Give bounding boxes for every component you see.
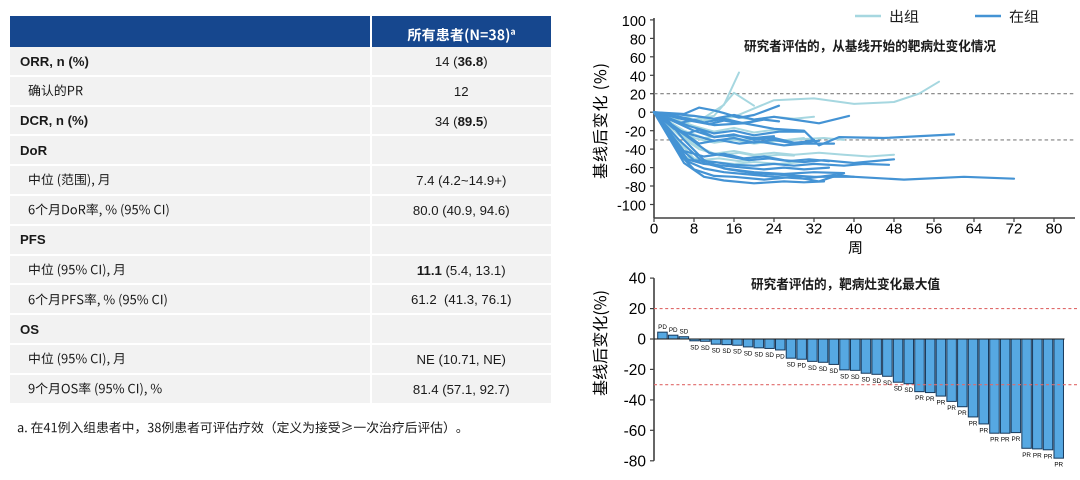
svg-text:-80: -80	[624, 453, 647, 470]
svg-text:PR: PR	[915, 395, 924, 402]
svg-text:40: 40	[629, 271, 647, 288]
svg-text:PR: PR	[958, 410, 967, 417]
svg-text:-80: -80	[625, 180, 646, 196]
svg-text:0: 0	[638, 106, 646, 122]
svg-text:PR: PR	[1054, 462, 1063, 469]
svg-text:SD: SD	[851, 374, 860, 381]
svg-text:PR: PR	[979, 427, 988, 434]
svg-text:SD: SD	[722, 348, 731, 355]
svg-text:SD: SD	[701, 345, 710, 352]
svg-text:24: 24	[766, 221, 783, 238]
svg-text:56: 56	[926, 221, 943, 238]
svg-text:SD: SD	[733, 349, 742, 356]
svg-text:72: 72	[1006, 221, 1023, 238]
svg-text:48: 48	[886, 221, 903, 238]
svg-text:-60: -60	[625, 162, 646, 178]
svg-text:PR: PR	[1001, 437, 1010, 444]
svg-text:40: 40	[846, 221, 863, 238]
svg-text:16: 16	[726, 221, 743, 238]
svg-text:PD: PD	[776, 354, 785, 361]
svg-text:SD: SD	[894, 386, 903, 393]
svg-text:SD: SD	[680, 329, 689, 336]
svg-text:0: 0	[637, 332, 646, 349]
svg-text:SD: SD	[829, 368, 838, 375]
svg-text:PR: PR	[926, 396, 935, 403]
svg-text:20: 20	[629, 301, 647, 318]
svg-text:SD: SD	[840, 373, 849, 380]
svg-text:SD: SD	[808, 365, 817, 372]
svg-text:0: 0	[650, 221, 658, 238]
svg-text:PR: PR	[1033, 452, 1042, 459]
svg-text:SD: SD	[862, 377, 871, 384]
svg-text:-100: -100	[617, 199, 646, 215]
svg-text:SD: SD	[787, 362, 796, 369]
svg-text:40: 40	[630, 69, 646, 85]
svg-text:SD: SD	[883, 380, 892, 387]
svg-text:100: 100	[622, 14, 646, 30]
svg-text:SD: SD	[904, 387, 913, 394]
svg-text:SD: SD	[765, 352, 774, 359]
svg-text:8: 8	[690, 221, 698, 238]
svg-text:PD: PD	[797, 363, 806, 370]
svg-text:PD: PD	[658, 324, 667, 331]
svg-text:60: 60	[630, 51, 646, 67]
svg-text:PR: PR	[1022, 452, 1031, 459]
svg-text:-60: -60	[624, 423, 647, 440]
svg-text:20: 20	[630, 88, 646, 104]
svg-text:PR: PR	[1012, 436, 1021, 443]
svg-text:PD: PD	[669, 327, 678, 334]
svg-text:SD: SD	[744, 350, 753, 357]
svg-text:64: 64	[966, 221, 983, 238]
svg-text:80: 80	[1046, 221, 1063, 238]
svg-text:PR: PR	[969, 420, 978, 427]
svg-text:-40: -40	[624, 392, 647, 409]
svg-text:SD: SD	[754, 351, 763, 358]
svg-text:SD: SD	[819, 366, 828, 373]
svg-text:PR: PR	[937, 400, 946, 407]
svg-text:PR: PR	[1044, 453, 1053, 460]
svg-text:80: 80	[630, 32, 646, 48]
svg-text:SD: SD	[872, 378, 881, 385]
svg-text:-20: -20	[624, 362, 647, 379]
svg-text:-20: -20	[625, 125, 646, 141]
svg-text:PR: PR	[947, 405, 956, 412]
svg-text:32: 32	[806, 221, 823, 238]
svg-text:SD: SD	[690, 344, 699, 351]
svg-text:PR: PR	[990, 437, 999, 444]
svg-text:-40: -40	[625, 143, 646, 159]
svg-text:SD: SD	[712, 348, 721, 355]
